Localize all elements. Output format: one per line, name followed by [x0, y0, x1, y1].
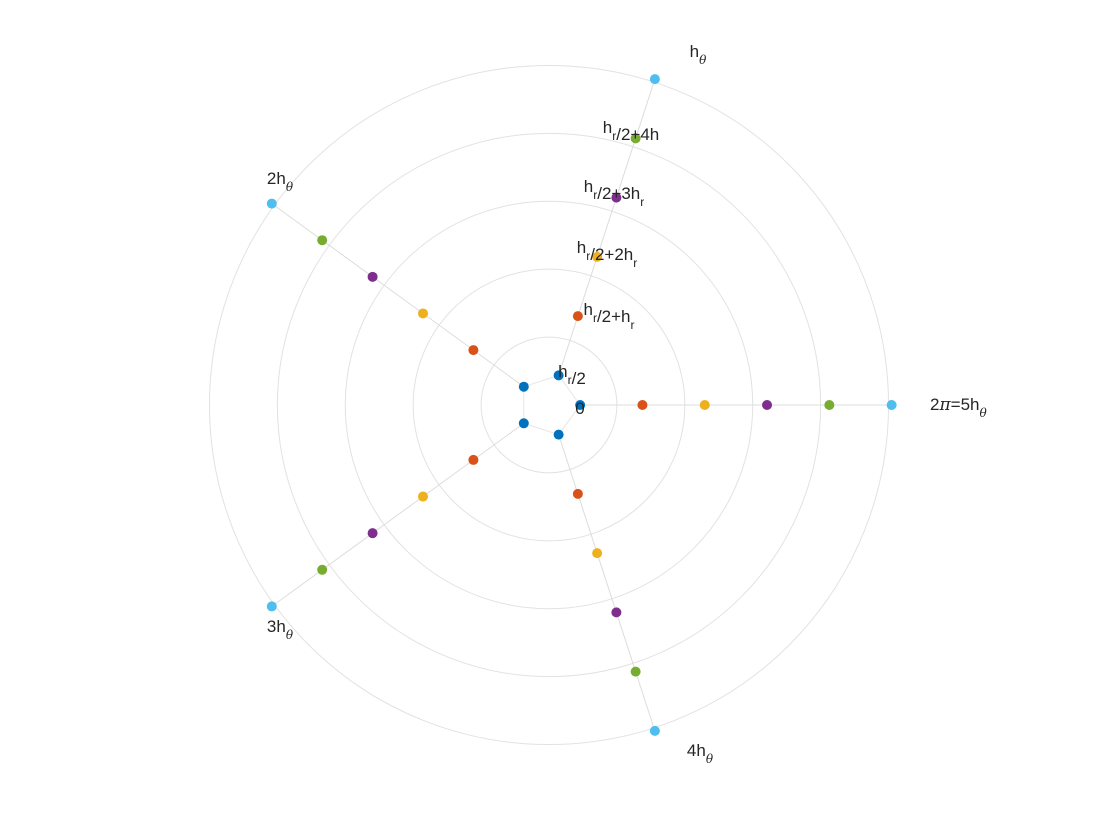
- point-r6-a2: [649, 74, 660, 85]
- radial-label-0: 0: [575, 399, 584, 418]
- radial-label-1: hr/2: [558, 362, 586, 388]
- point-r4-a4: [367, 528, 378, 539]
- point-r3-a1: [699, 400, 710, 410]
- point-r1-a5: [553, 429, 564, 440]
- point-r4-a2: [611, 192, 622, 203]
- point-r5-a1: [824, 400, 835, 410]
- point-r2-a2: [572, 311, 583, 322]
- spoke-2: [558, 78, 656, 376]
- point-r6-a1: [886, 400, 897, 410]
- point-r6-a4: [266, 601, 277, 612]
- radial-label-3: hr/2+2hr: [577, 238, 637, 270]
- point-r5-a2: [630, 133, 641, 144]
- radial-label-2: hr/2+hr: [583, 300, 634, 332]
- point-r4-a3: [367, 271, 378, 282]
- point-r3-a3: [417, 308, 428, 319]
- angular-label-4: 4hθ: [687, 741, 714, 766]
- point-r2-a4: [468, 454, 479, 465]
- point-r1-a3: [518, 381, 529, 392]
- spoke-4: [271, 422, 525, 607]
- point-r2-a5: [572, 488, 583, 499]
- angular-label-0: 2π=5hθ: [930, 395, 988, 420]
- point-r3-a2: [592, 251, 603, 262]
- angular-label-3: 3hθ: [267, 617, 294, 642]
- inner-pentagon: [523, 374, 581, 436]
- point-r6-a5: [649, 725, 660, 736]
- point-r6-a3: [266, 198, 277, 209]
- point-r2-a3: [468, 345, 479, 356]
- point-r5-a3: [317, 235, 328, 246]
- angular-label-1: hθ: [690, 42, 707, 67]
- point-r1-a4: [518, 418, 529, 429]
- point-r1-a1: [575, 400, 586, 410]
- point-r5-a4: [317, 564, 328, 575]
- point-r3-a4: [417, 491, 428, 502]
- radial-label-4: hr/2+3hr: [584, 177, 644, 209]
- point-r1-a2: [553, 370, 564, 381]
- point-r2-a1: [637, 400, 648, 410]
- spoke-5: [558, 434, 656, 732]
- angular-label-2: 2hθ: [267, 169, 294, 194]
- point-r5-a5: [630, 666, 641, 677]
- spoke-3: [271, 203, 525, 388]
- point-r3-a5: [592, 548, 603, 559]
- point-r4-a1: [762, 400, 773, 410]
- point-r4-a5: [611, 607, 622, 618]
- radial-label-5: hr/2+4h: [603, 118, 659, 144]
